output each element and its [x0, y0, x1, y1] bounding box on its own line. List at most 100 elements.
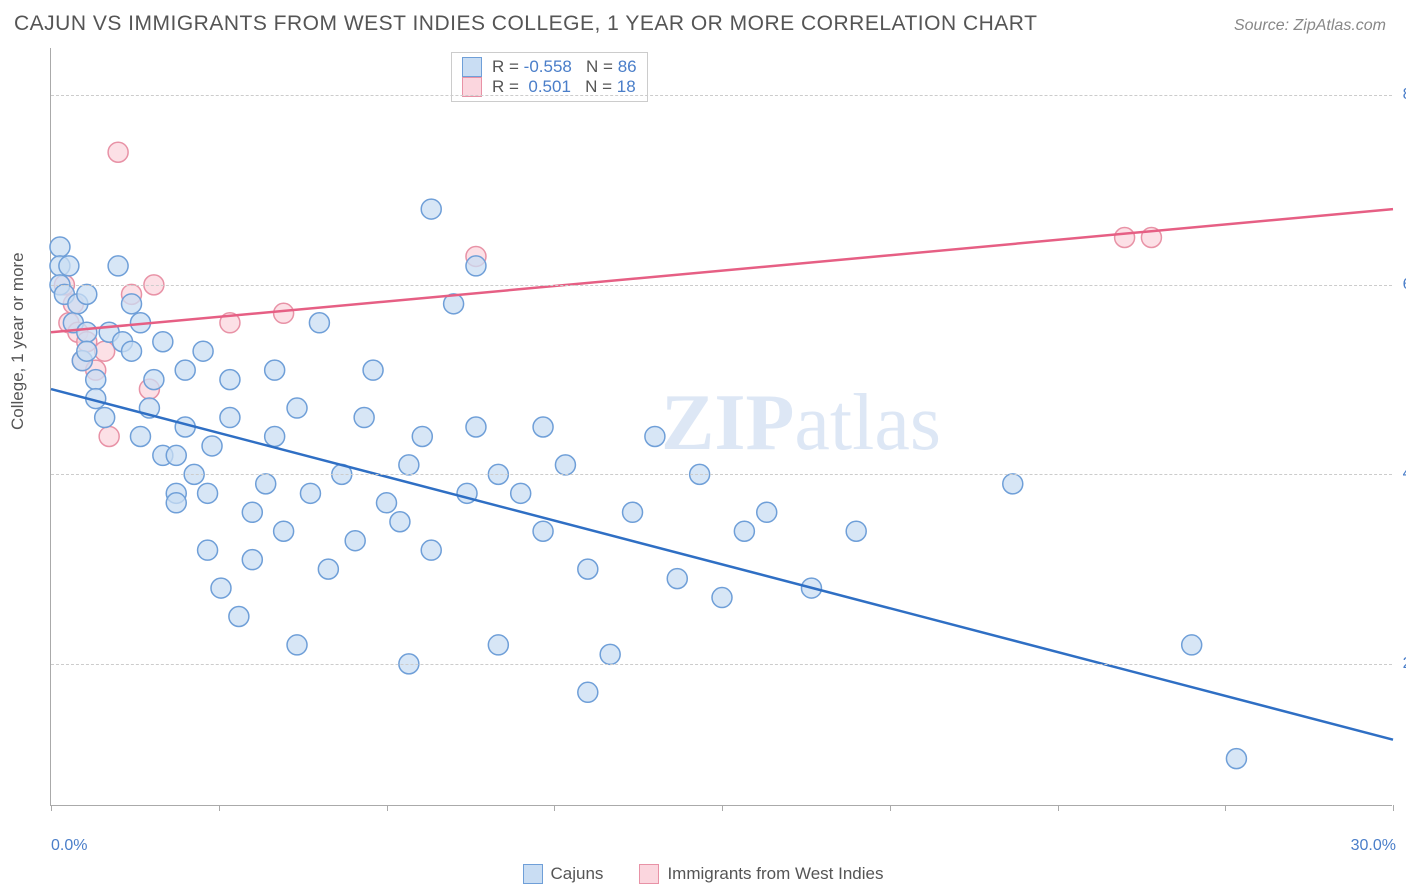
x-tick [554, 805, 555, 811]
data-point [202, 436, 222, 456]
data-point [99, 426, 119, 446]
x-tick [51, 805, 52, 811]
legend-label: Immigrants from West Indies [667, 864, 883, 884]
data-point [265, 360, 285, 380]
data-point [220, 408, 240, 428]
data-point [211, 578, 231, 598]
data-point [122, 294, 142, 314]
data-point [77, 341, 97, 361]
data-point [466, 417, 486, 437]
data-point [193, 341, 213, 361]
data-point [229, 607, 249, 627]
data-point [198, 483, 218, 503]
data-point [390, 512, 410, 532]
data-point [122, 341, 142, 361]
data-point [600, 644, 620, 664]
data-point [412, 426, 432, 446]
data-point [166, 445, 186, 465]
data-point [309, 313, 329, 333]
x-tick [1058, 805, 1059, 811]
legend-swatch [639, 864, 659, 884]
legend-swatch [462, 77, 482, 97]
y-tick-label: 40.0% [1398, 465, 1406, 483]
y-tick-label: 20.0% [1398, 655, 1406, 673]
data-point [274, 303, 294, 323]
data-point [533, 521, 553, 541]
data-point [1003, 474, 1023, 494]
data-point [50, 237, 70, 257]
data-point [377, 493, 397, 513]
legend-swatch [462, 57, 482, 77]
data-point [421, 199, 441, 219]
data-point [153, 332, 173, 352]
y-tick-label: 80.0% [1398, 86, 1406, 104]
data-point [846, 521, 866, 541]
data-point [511, 483, 531, 503]
data-point [77, 322, 97, 342]
x-tick-label: 30.0% [1351, 837, 1396, 855]
chart-area: ZIPatlas R = -0.558 N = 86R = 0.501 N = … [50, 48, 1392, 806]
gridline [51, 285, 1392, 286]
data-point [578, 559, 598, 579]
data-point [363, 360, 383, 380]
gridline [51, 474, 1392, 475]
data-point [345, 531, 365, 551]
data-point [555, 455, 575, 475]
data-point [318, 559, 338, 579]
data-point [130, 426, 150, 446]
data-point [166, 493, 186, 513]
correlation-text: R = 0.501 N = 18 [492, 77, 636, 97]
data-point [1115, 228, 1135, 248]
data-point [220, 370, 240, 390]
data-point [533, 417, 553, 437]
data-point [667, 569, 687, 589]
data-point [95, 408, 115, 428]
data-point [77, 284, 97, 304]
data-point [59, 256, 79, 276]
data-point [108, 256, 128, 276]
data-point [265, 426, 285, 446]
data-point [198, 540, 218, 560]
correlation-text: R = -0.558 N = 86 [492, 57, 637, 77]
source-label: Source: ZipAtlas.com [1234, 17, 1386, 35]
y-tick-label: 60.0% [1398, 276, 1406, 294]
gridline [51, 664, 1392, 665]
x-tick [1225, 805, 1226, 811]
legend-item: Cajuns [523, 864, 604, 884]
data-point [399, 455, 419, 475]
scatter-plot [51, 48, 1392, 805]
legend-bottom: Cajuns Immigrants from West Indies [0, 864, 1406, 884]
correlation-row: R = -0.558 N = 86 [462, 57, 637, 77]
data-point [466, 256, 486, 276]
data-point [287, 398, 307, 418]
y-axis-label: College, 1 year or more [8, 252, 28, 430]
data-point [578, 682, 598, 702]
x-tick [722, 805, 723, 811]
data-point [86, 370, 106, 390]
trend-line [51, 209, 1393, 332]
legend-swatch [523, 864, 543, 884]
data-point [256, 474, 276, 494]
data-point [712, 588, 732, 608]
data-point [1226, 749, 1246, 769]
data-point [645, 426, 665, 446]
data-point [300, 483, 320, 503]
x-tick [219, 805, 220, 811]
data-point [354, 408, 374, 428]
legend-label: Cajuns [551, 864, 604, 884]
legend-item: Immigrants from West Indies [639, 864, 883, 884]
x-tick [890, 805, 891, 811]
chart-title: CAJUN VS IMMIGRANTS FROM WEST INDIES COL… [14, 12, 1037, 36]
data-point [242, 502, 262, 522]
data-point [144, 370, 164, 390]
x-tick-label: 0.0% [51, 837, 87, 855]
data-point [108, 142, 128, 162]
correlation-row: R = 0.501 N = 18 [462, 77, 637, 97]
data-point [734, 521, 754, 541]
data-point [95, 341, 115, 361]
data-point [274, 521, 294, 541]
x-tick [1393, 805, 1394, 811]
data-point [287, 635, 307, 655]
data-point [757, 502, 777, 522]
header: CAJUN VS IMMIGRANTS FROM WEST INDIES COL… [0, 0, 1406, 44]
